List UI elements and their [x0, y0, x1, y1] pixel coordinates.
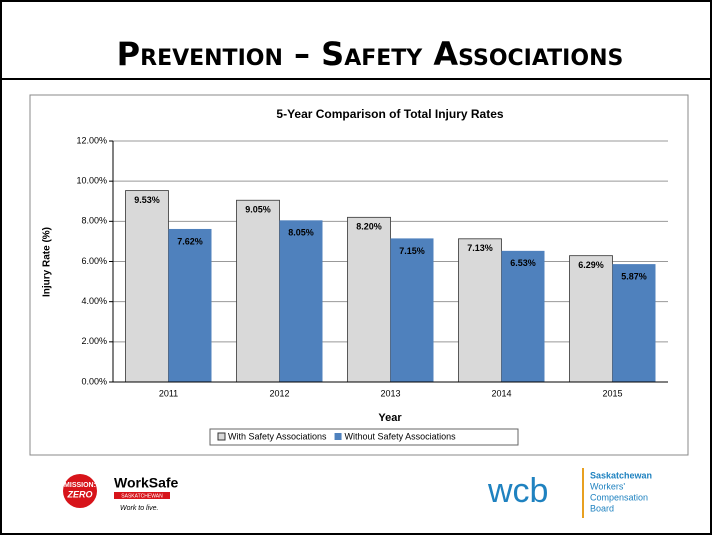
x-tick-label: 2012 — [269, 388, 289, 398]
value-label: 6.29% — [578, 260, 604, 270]
bar — [458, 238, 502, 383]
logo-text: Saskatchewan — [590, 470, 652, 480]
x-axis-label: Year — [378, 412, 402, 424]
y-tick-label: 8.00% — [81, 216, 107, 226]
value-label: 5.87% — [621, 271, 647, 281]
logo-text: SASKATCHEWAN — [121, 493, 163, 499]
legend: With Safety Associations Without Safety A… — [217, 431, 457, 441]
y-tick-label: 2.00% — [81, 336, 107, 346]
logo-text: Board — [590, 503, 614, 513]
bar — [612, 264, 656, 382]
logo-text: Compensation — [590, 492, 648, 502]
bar — [168, 228, 212, 382]
bar — [236, 199, 280, 383]
logo-text: Work to live. — [120, 505, 159, 512]
logo-text: MISSION: — [64, 482, 96, 489]
bar — [390, 238, 434, 382]
slide-title: Prevention – Safety Associations — [117, 35, 624, 73]
logo-text: ZERO — [66, 489, 92, 499]
logo-text: Workers' — [590, 481, 625, 491]
x-tick-label: 2013 — [380, 388, 400, 398]
legend-swatch — [334, 433, 342, 440]
bar — [501, 250, 545, 382]
legend-swatch — [217, 432, 226, 441]
y-tick-label: 4.00% — [81, 296, 107, 306]
value-label: 7.15% — [399, 246, 425, 256]
y-axis-label: Injury Rate (%) — [42, 227, 53, 297]
value-label: 6.53% — [510, 258, 536, 268]
mission-zero-logo: MISSION: ZERO WorkSafe SASKATCHEWAN Work… — [63, 474, 179, 512]
bar — [347, 216, 391, 383]
value-label: 8.05% — [288, 228, 314, 238]
y-tick-label: 0.00% — [81, 376, 107, 386]
y-tick-label: 12.00% — [76, 135, 107, 145]
value-label: 7.13% — [467, 243, 493, 253]
value-label: 8.20% — [356, 222, 382, 232]
wcb-logo: wcb Saskatchewan Workers' Compensation B… — [487, 468, 652, 518]
bar — [569, 255, 613, 383]
x-tick-label: 2014 — [491, 388, 511, 398]
bar — [279, 220, 323, 382]
bar — [125, 190, 169, 383]
legend-box — [209, 428, 519, 446]
y-tick-label: 10.00% — [76, 176, 107, 186]
value-label: 9.05% — [245, 205, 271, 215]
x-tick-label: 2011 — [159, 388, 178, 398]
legend-label: Without Safety Associations — [345, 431, 457, 441]
plot: 0.00% 2.00% 4.00% 6.00% 8.00% 10.00% 12.00% 201… — [76, 135, 668, 398]
logo-text: wcb — [487, 472, 548, 510]
mission-badge — [63, 474, 97, 508]
x-tick-label: 2015 — [602, 388, 622, 398]
logo-text: WorkSafe — [114, 475, 179, 491]
y-tick-label: 6.00% — [81, 256, 107, 266]
value-label: 9.53% — [134, 195, 160, 205]
chart-title: 5-Year Comparison of Total Injury Rates — [276, 107, 503, 121]
logo-band — [114, 492, 170, 499]
legend-label: With Safety Associations — [228, 431, 327, 441]
value-label: 7.62% — [177, 236, 203, 246]
